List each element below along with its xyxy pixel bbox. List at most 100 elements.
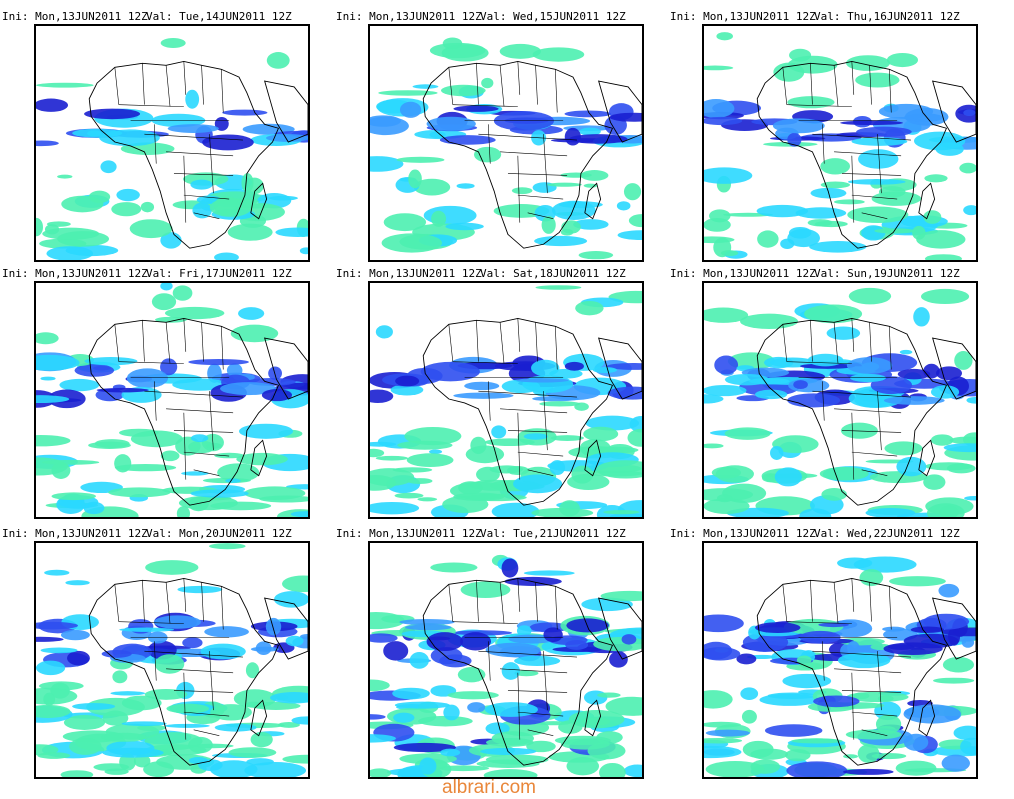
precip-cell	[439, 135, 496, 145]
precip-cell	[209, 198, 252, 217]
precip-cell	[96, 387, 149, 393]
precip-cell	[61, 195, 104, 213]
precipitation-field	[704, 287, 976, 517]
precip-cell	[623, 764, 642, 777]
country-border	[851, 412, 855, 480]
precip-cell	[397, 440, 453, 450]
precip-cell	[850, 373, 886, 383]
coastline	[264, 337, 308, 400]
precip-cell	[856, 126, 912, 137]
country-border	[543, 134, 548, 194]
country-border	[851, 711, 898, 717]
map-canvas	[704, 32, 976, 260]
country-border	[507, 430, 568, 433]
precip-cell	[581, 717, 611, 726]
precip-cell	[616, 201, 631, 211]
country-border	[183, 451, 230, 457]
precip-cell	[65, 580, 90, 586]
precip-cell	[583, 426, 619, 442]
precip-cell	[522, 375, 574, 393]
precip-cell	[564, 361, 584, 371]
precip-cell	[381, 233, 442, 253]
country-border	[517, 155, 521, 223]
precip-cell	[441, 44, 489, 62]
precip-cell	[190, 179, 213, 190]
country-border	[476, 63, 479, 105]
precip-cell	[704, 384, 747, 397]
precip-cell	[185, 89, 200, 109]
precip-cell	[511, 187, 533, 195]
precip-cell	[875, 714, 902, 734]
precip-cell	[765, 724, 823, 737]
precip-cell	[516, 378, 569, 383]
precipitation-field	[704, 32, 976, 260]
precip-cell	[36, 140, 59, 147]
country-border	[527, 212, 554, 219]
precip-cell	[592, 366, 618, 374]
precip-cell	[559, 500, 580, 517]
panel-header: Ini: Mon,13JUN2011 12Z Val: Tue,21JUN201…	[334, 517, 668, 540]
country-border	[166, 151, 234, 157]
precip-cell	[605, 696, 642, 716]
precip-cell	[609, 112, 642, 122]
valid-time-label: Val: Fri,17JUN2011 12Z	[146, 267, 292, 280]
precip-cell	[440, 748, 461, 757]
precip-cell	[884, 441, 923, 456]
precip-cell	[145, 560, 199, 575]
precip-cell	[481, 77, 494, 89]
precip-cell	[910, 626, 945, 633]
precip-cell	[36, 354, 80, 371]
precip-cell	[923, 210, 942, 224]
country-border	[517, 578, 521, 612]
precip-cell	[36, 704, 71, 719]
precip-cell	[483, 769, 538, 777]
precip-cell	[804, 304, 863, 324]
coastline	[250, 439, 268, 477]
country-border	[517, 194, 564, 200]
precip-cell	[57, 231, 110, 247]
country-border	[183, 711, 230, 717]
precip-cell	[423, 205, 477, 226]
precip-cell	[392, 687, 430, 700]
precip-cell	[291, 716, 308, 725]
precip-cell	[36, 332, 59, 345]
precip-cell	[214, 252, 239, 260]
precip-cell	[485, 737, 534, 747]
coastline	[250, 699, 268, 737]
coastline	[756, 317, 948, 506]
precip-cell	[370, 714, 386, 720]
country-border	[183, 318, 187, 352]
precip-cell	[453, 392, 514, 399]
country-border	[877, 134, 882, 194]
precip-cell	[43, 692, 56, 707]
coastline	[88, 317, 280, 506]
country-border	[782, 324, 788, 362]
country-border	[834, 668, 902, 674]
init-time-label: Ini: Mon,13JUN2011 12Z	[336, 267, 482, 280]
precip-cell	[429, 449, 443, 454]
precip-cell	[165, 306, 225, 320]
precip-cell	[550, 435, 584, 441]
precip-cell	[953, 725, 976, 741]
precip-cell	[506, 465, 529, 476]
precip-cell	[108, 487, 171, 498]
country-border	[173, 430, 234, 433]
country-border	[193, 212, 220, 219]
precip-cell	[961, 637, 975, 648]
precip-cell	[419, 757, 437, 775]
precip-cell	[791, 738, 843, 744]
precip-cell	[865, 507, 916, 517]
precip-cell	[207, 363, 222, 383]
precip-cell	[266, 52, 290, 69]
precip-cell	[583, 183, 598, 188]
coastline-borders	[756, 60, 976, 249]
precip-cell	[846, 357, 893, 374]
precip-cell	[281, 575, 308, 593]
precip-cell	[878, 186, 906, 198]
precipitation-map	[368, 541, 644, 779]
precip-cell	[833, 199, 865, 205]
precip-cell	[787, 96, 835, 109]
precip-cell	[144, 689, 188, 700]
country-border	[786, 104, 852, 107]
init-time-label: Ini: Mon,13JUN2011 12Z	[670, 267, 816, 280]
